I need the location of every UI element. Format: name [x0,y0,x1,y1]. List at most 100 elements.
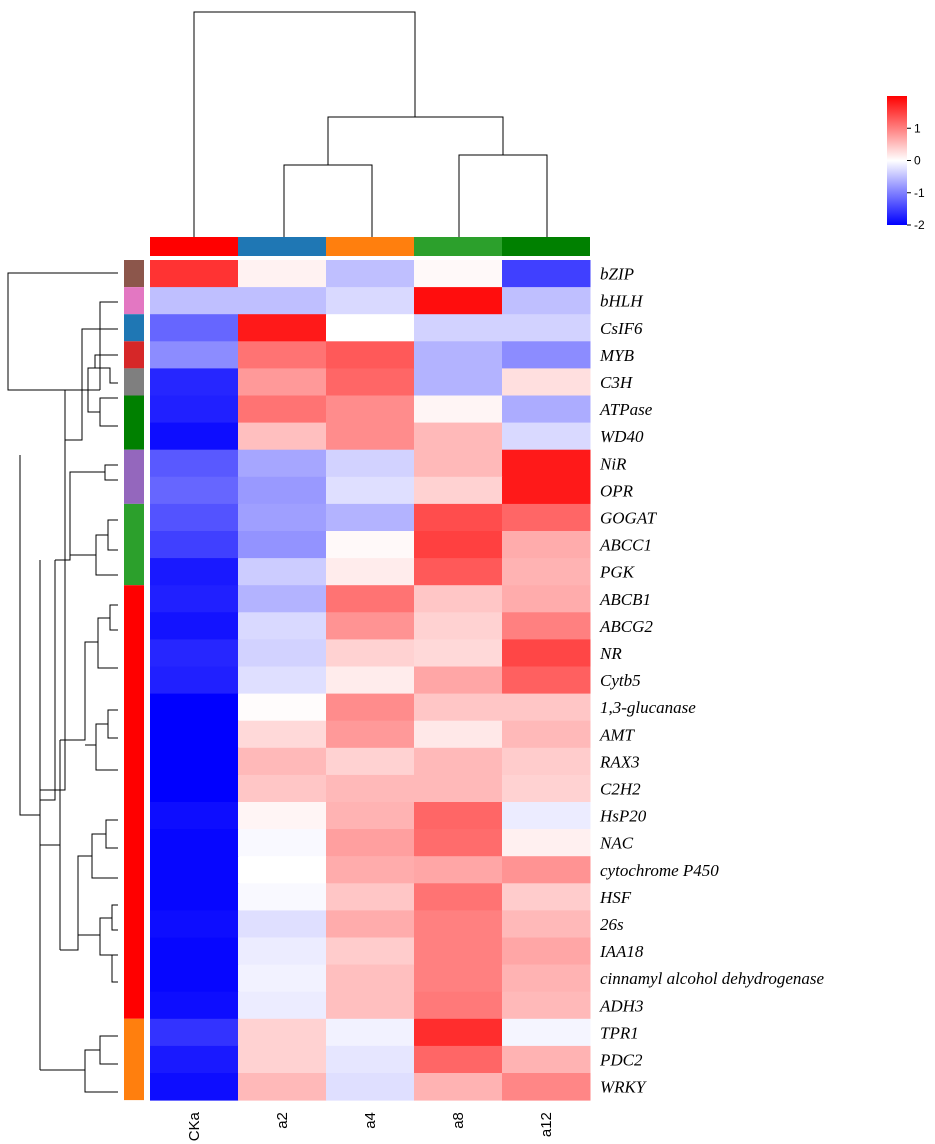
row-label: OPR [600,481,634,500]
heatmap-cell [326,747,415,776]
heatmap-cell [326,531,415,559]
heatmap-cell [502,1018,591,1047]
heatmap-cell [502,666,591,695]
heatmap-cell [414,829,503,857]
heatmap-cell [414,341,503,369]
heatmap-cell [502,991,591,1020]
heatmap-cell [502,531,591,559]
legend-tick-label: 1 [914,121,921,135]
row-annotation-cell [124,449,144,504]
heatmap-cell [502,1073,591,1101]
heatmap-cell [238,287,327,315]
row-label: IAA18 [599,942,644,961]
heatmap-cell [502,503,591,532]
heatmap-cell [414,558,503,586]
heatmap-cell [150,720,239,749]
row-label: cytochrome P450 [600,861,719,880]
heatmap-cell [414,856,503,884]
column-label: a4 [362,1112,379,1129]
heatmap-cell [150,747,239,776]
column-annotation-bar [150,237,590,256]
heatmap-cell [150,883,239,911]
heatmap-cell [326,720,415,749]
heatmap-cell [326,829,415,857]
heatmap-cell [150,802,239,830]
heatmap-cell [414,964,503,993]
heatmap-cell [150,856,239,884]
heatmap-cell [238,774,327,803]
heatmap-cell [150,937,239,966]
heatmap-cell [150,260,239,288]
heatmap-cell [238,1045,327,1074]
heatmap-cell [502,368,591,396]
heatmap-cell [150,341,239,369]
row-label: ABCB1 [599,590,651,609]
heatmap-cell [502,856,591,884]
heatmap-cell [502,395,591,424]
heatmap-cell [326,476,415,505]
row-label: C2H2 [600,779,641,798]
heatmap-cell [150,693,239,722]
row-label: C3H [600,373,634,392]
heatmap-cell [326,937,415,966]
heatmap-cell [414,693,503,722]
heatmap-cell [238,856,327,884]
heatmap-cell [238,991,327,1020]
heatmap-cell [238,531,327,559]
heatmap-cells [150,260,591,1101]
column-annotation-cell [238,237,326,256]
color-legend-bar [887,96,907,225]
heatmap-cell [414,422,503,451]
row-label: ATPase [599,400,653,419]
heatmap-cell [326,260,415,288]
row-label: TPR1 [600,1023,639,1042]
heatmap-cell [238,964,327,993]
row-annotation-cell [124,585,144,1019]
heatmap-cell [238,314,327,342]
heatmap-cell [502,802,591,830]
heatmap-cell [150,666,239,695]
legend-tick-label: -1 [914,186,925,200]
column-label: CKa [186,1111,203,1141]
heatmap-cell [414,449,503,478]
heatmap-cell [414,720,503,749]
heatmap-cell [502,449,591,478]
heatmap-cell [326,802,415,830]
heatmap-cell [150,368,239,396]
row-annotation-cell [124,341,144,369]
heatmap-cell [414,1045,503,1074]
heatmap-cell [502,774,591,803]
heatmap-cell [326,314,415,342]
heatmap-cell [238,422,327,451]
heatmap-cell [150,558,239,586]
row-annotation-cell [124,314,144,342]
heatmap-cell [502,639,591,667]
heatmap-cell [414,1018,503,1047]
heatmap-cell [502,964,591,993]
heatmap-cell [326,991,415,1020]
row-label: HsP20 [599,807,647,826]
heatmap-cell [502,260,591,288]
heatmap-cell [326,287,415,315]
heatmap-cell [414,260,503,288]
heatmap-cell [414,883,503,911]
row-annotation-cell [124,503,144,586]
column-label: a12 [538,1112,555,1137]
heatmap-cell [502,341,591,369]
heatmap-cell [150,585,239,613]
heatmap-cell [150,314,239,342]
heatmap-cell [326,1018,415,1047]
heatmap-cell [150,774,239,803]
heatmap-cell [238,260,327,288]
heatmap-cell [414,774,503,803]
heatmap-cell [150,1045,239,1074]
heatmap-cell [326,639,415,667]
heatmap-cell [326,449,415,478]
row-label: CsIF6 [600,319,643,338]
heatmap-cell [414,910,503,938]
heatmap-cell [238,1018,327,1047]
heatmap-cell [502,747,591,776]
row-label: RAX3 [599,752,640,771]
heatmap-cell [414,368,503,396]
heatmap-cell [326,395,415,424]
